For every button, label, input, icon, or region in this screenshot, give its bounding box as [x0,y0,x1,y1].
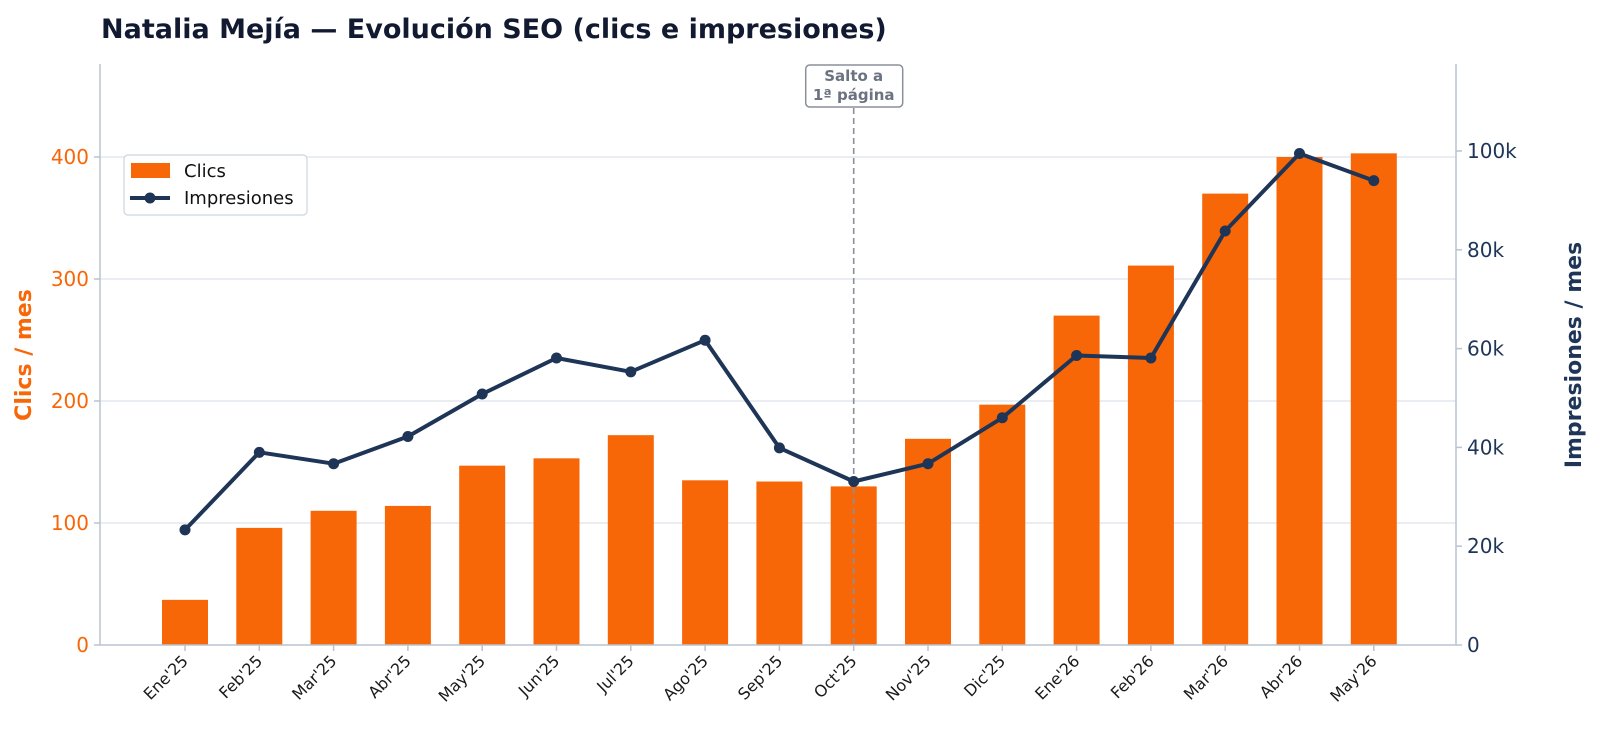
x-axis-ticks: Ene'25 Feb'25 Mar'25 Abr'25 May'25 Jun'25 Jul'… [140,645,1381,706]
x-tick-label: Sep'25 [734,651,786,703]
bar-15 [1276,157,1323,645]
x-tick-label: Mar'26 [1180,651,1232,703]
x-tick-label: Mar'25 [288,651,340,703]
annotation-text: Salto a [824,67,883,85]
impresiones-point-14 [1219,225,1231,237]
bar-6 [607,435,654,645]
chart-title: Natalia Mejía — Evolución SEO (clics e i… [101,14,887,45]
x-tick-label: May'25 [435,651,489,705]
impresiones-point-7 [699,334,711,346]
bar-2 [310,510,357,645]
legend-swatch-clics [131,163,170,178]
bar-3 [384,505,431,645]
x-tick-label: Jul'25 [592,651,637,696]
annotation-text: 1ª página [813,86,895,104]
impresiones-line [179,147,1380,536]
left-tick-label: 0 [76,633,89,657]
bar-7 [682,480,729,645]
x-tick-label: Feb'26 [1107,651,1158,702]
impresiones-point-12 [1071,350,1083,362]
impresiones-point-16 [1368,175,1380,187]
impresiones-point-6 [625,366,637,378]
legend-marker-impresiones [144,192,156,204]
clics-bars [162,153,1397,645]
bar-14 [1202,193,1249,645]
x-tick-label: Oct'25 [810,651,861,702]
right-tick-label: 60k [1467,337,1504,361]
x-tick-label: May'26 [1326,651,1380,705]
right-tick-label: 100k [1467,139,1517,163]
impresiones-polyline [183,151,1375,532]
legend: Clics Impresiones [123,154,308,216]
legend-label-clics: Clics [184,161,226,182]
right-tick-label: 0 [1467,633,1480,657]
bar-16 [1350,153,1397,645]
impresiones-point-0 [179,524,191,536]
impresiones-point-4 [476,388,488,400]
bar-4 [459,465,506,645]
right-axis-ticks: 0 20k 40k 60k 80k 100k [1456,139,1517,657]
impresiones-point-9 [848,475,860,487]
impresiones-point-8 [773,442,785,454]
x-tick-label: Feb'25 [215,651,266,702]
bar-12 [1053,315,1100,645]
x-tick-label: Nov'25 [882,651,935,704]
axes [99,64,1457,646]
bar-11 [979,404,1026,645]
impresiones-point-2 [328,458,340,470]
left-tick-label: 300 [51,267,89,291]
x-tick-label: Jun'25 [514,651,563,700]
left-axis-ticks: 0 100 200 300 400 [51,145,100,657]
left-tick-label: 400 [51,145,89,169]
legend-label-impresiones: Impresiones [184,188,294,209]
impresiones-point-5 [551,352,562,364]
left-tick-label: 200 [51,389,89,413]
y-axis-label-left: Clics / mes [12,289,37,421]
left-tick-label: 100 [51,511,89,535]
impresiones-point-15 [1294,147,1305,159]
impresiones-point-3 [402,431,414,443]
x-tick-label: Ago'25 [659,651,712,704]
right-tick-label: 20k [1467,534,1504,558]
annotation-frame [804,64,904,108]
x-tick-label: Ene'26 [1031,651,1083,703]
bar-13 [1127,265,1174,645]
impresiones-point-11 [996,412,1008,424]
impresiones-point-13 [1145,352,1157,364]
y-axis-label-right: Impresiones / mes [1562,242,1587,468]
x-tick-label: Dic'25 [960,651,1009,700]
impresiones-point-1 [253,446,265,458]
bar-5 [533,458,580,645]
annotation-box: Salto a1ª página [804,64,904,108]
x-tick-label: Ene'25 [140,651,192,703]
bar-1 [236,527,283,645]
bar-8 [756,481,803,645]
impresiones-point-10 [922,458,934,470]
right-tick-label: 80k [1467,238,1504,262]
x-tick-label: Abr'26 [1256,651,1307,702]
bar-0 [162,599,208,645]
x-tick-label: Abr'25 [364,651,415,702]
right-tick-label: 40k [1467,435,1504,459]
bar-10 [905,438,951,645]
